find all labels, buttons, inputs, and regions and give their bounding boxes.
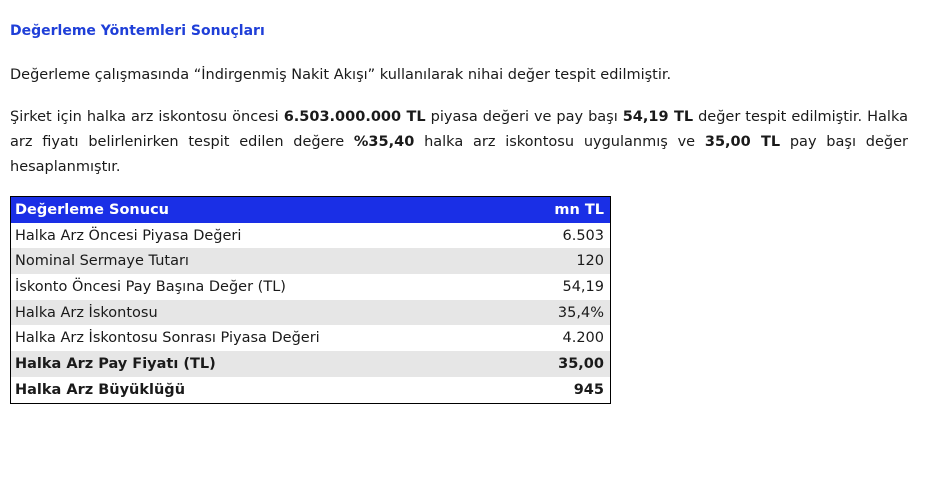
- row-value: 35,00: [558, 355, 604, 372]
- row-value: 945: [573, 381, 604, 398]
- row-value: 6.503: [562, 227, 604, 244]
- table-row: İskonto Öncesi Pay Başına Değer (TL) 54,…: [11, 274, 610, 300]
- section-title: Değerleme Yöntemleri Sonuçları: [10, 23, 265, 39]
- row-label: İskonto Öncesi Pay Başına Değer (TL): [15, 278, 286, 295]
- table-header-row: Değerleme Sonucu mn TL: [11, 197, 610, 223]
- row-value: 120: [576, 253, 604, 270]
- summary-final-price: 35,00 TL: [704, 134, 781, 150]
- summary-market-value: 6.503.000.000 TL: [283, 109, 426, 125]
- table-row: Halka Arz Büyüklüğü 945: [11, 377, 610, 403]
- summary-text-3: değer tespit edilmiştir. Halka arz fiyat…: [10, 109, 908, 150]
- summary-text-1: Şirket için halka arz iskontosu öncesi: [10, 109, 284, 125]
- table-row: Halka Arz Pay Fiyatı (TL) 35,00: [11, 351, 610, 377]
- intro-paragraph: Değerleme çalışmasında “İndirgenmiş Naki…: [10, 67, 672, 83]
- summary-text-4: halka arz iskontosu uygulanmış ve: [414, 134, 705, 150]
- summary-text-5: pay başı değer hesaplanmıştır.: [10, 134, 908, 175]
- summary-paragraph: Şirket için halka arz iskontosu öncesi 6…: [10, 105, 908, 180]
- valuation-table: Değerleme Sonucu mn TL Halka Arz Öncesi …: [10, 196, 611, 404]
- row-label: Halka Arz Pay Fiyatı (TL): [15, 355, 216, 372]
- table-header-label: Değerleme Sonucu: [15, 201, 169, 218]
- summary-discount: %35,40: [353, 134, 415, 150]
- row-label: Halka Arz Büyüklüğü: [15, 381, 186, 398]
- row-value: 4.200: [562, 330, 604, 347]
- table-row: Halka Arz Öncesi Piyasa Değeri 6.503: [11, 223, 610, 249]
- row-value: 54,19: [562, 278, 604, 295]
- row-label: Halka Arz Öncesi Piyasa Değeri: [15, 227, 242, 244]
- row-value: 35,4%: [557, 304, 604, 321]
- summary-text-2: piyasa değeri ve pay başı: [425, 109, 623, 125]
- table-header-unit: mn TL: [554, 201, 604, 218]
- table-row: Halka Arz İskontosu 35,4%: [11, 299, 610, 326]
- table-row: Nominal Sermaye Tutarı 120: [11, 248, 610, 275]
- row-label: Halka Arz İskontosu: [15, 304, 158, 321]
- row-label: Nominal Sermaye Tutarı: [15, 253, 189, 270]
- row-label: Halka Arz İskontosu Sonrası Piyasa Değer…: [15, 330, 320, 347]
- summary-share-value: 54,19 TL: [622, 109, 694, 125]
- table-row: Halka Arz İskontosu Sonrası Piyasa Değer…: [11, 325, 610, 351]
